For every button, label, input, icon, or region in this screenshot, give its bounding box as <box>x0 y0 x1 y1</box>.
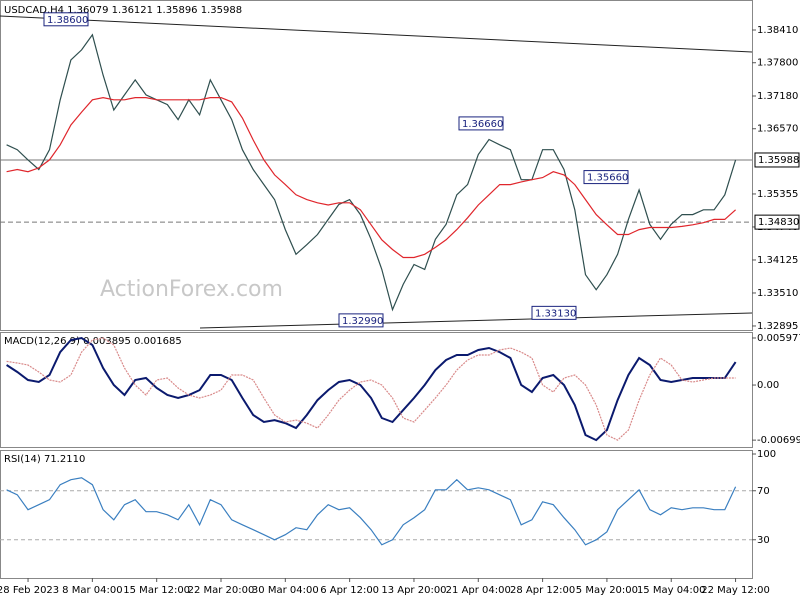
x-tick-label: 5 May 20:00 <box>576 585 638 596</box>
y-tick-label: 100 <box>757 449 776 460</box>
x-tick-label: 30 Mar 04:00 <box>252 585 319 596</box>
y-tick-label: 1.37800 <box>757 58 798 69</box>
macd-panel <box>0 332 753 448</box>
x-tick-label: 28 Feb 2023 <box>0 585 59 596</box>
price-label: 1.34830 <box>758 217 799 228</box>
y-tick-label: 1.36570 <box>757 124 798 135</box>
x-tick-label: 22 Mar 20:00 <box>188 585 255 596</box>
annotation-box <box>531 305 577 320</box>
x-tick-label: 22 May 12:00 <box>701 585 770 596</box>
x-tick-label: 6 Apr 12:00 <box>320 585 379 596</box>
annotation-box <box>583 170 629 185</box>
y-tick-label: 30 <box>757 535 770 546</box>
x-tick-label: 15 Mar 12:00 <box>123 585 190 596</box>
y-tick-label: 1.34125 <box>757 255 798 266</box>
annotation-box <box>43 12 89 27</box>
series-line <box>6 337 736 441</box>
rsi-panel <box>0 450 753 579</box>
y-tick-label: 0.00 <box>757 380 779 391</box>
annotation-label: 1.33130 <box>535 308 576 319</box>
annotation-box <box>458 116 504 131</box>
y-tick-label: 1.38410 <box>757 25 798 36</box>
price-header: USDCAD,H4 1.36079 1.36121 1.35896 1.3598… <box>4 5 242 16</box>
y-tick-label: 0.005977 <box>757 333 800 344</box>
series-line <box>6 96 736 259</box>
annotation-label: 1.36660 <box>462 119 503 130</box>
price-panel <box>0 0 753 331</box>
upper-trendline <box>0 15 753 53</box>
annotation-box <box>338 313 384 328</box>
annotation-label: 1.38600 <box>47 15 88 26</box>
y-tick-label: -0.006998 <box>757 435 800 446</box>
lower-trendline <box>199 312 753 329</box>
price-label: 1.35988 <box>758 155 799 166</box>
y-tick-label: 1.35355 <box>757 189 798 200</box>
series-line <box>6 477 737 546</box>
x-tick-label: 28 Apr 12:00 <box>510 585 575 596</box>
x-tick-label: 21 Apr 04:00 <box>446 585 511 596</box>
macd-header: MACD(12,26,9) 0.003895 0.001685 <box>4 336 182 347</box>
price-label-box <box>754 214 800 230</box>
x-tick-label: 13 Apr 20:00 <box>381 585 446 596</box>
y-tick-label: 1.33510 <box>757 288 798 299</box>
y-tick-label: 1.32895 <box>757 321 798 332</box>
x-tick-label: 8 Mar 04:00 <box>62 585 122 596</box>
series-line <box>6 336 737 442</box>
watermark: ActionForex.com <box>100 277 283 302</box>
series-line <box>6 33 737 312</box>
x-tick-label: 15 May 04:00 <box>637 585 706 596</box>
rsi-header: RSI(14) 71.2110 <box>4 454 85 465</box>
price-label-box <box>754 152 800 168</box>
annotation-label: 1.32990 <box>342 316 383 327</box>
y-tick-label: 1.37180 <box>757 91 798 102</box>
y-tick-label: 70 <box>757 486 770 497</box>
annotation-label: 1.35660 <box>587 173 628 184</box>
